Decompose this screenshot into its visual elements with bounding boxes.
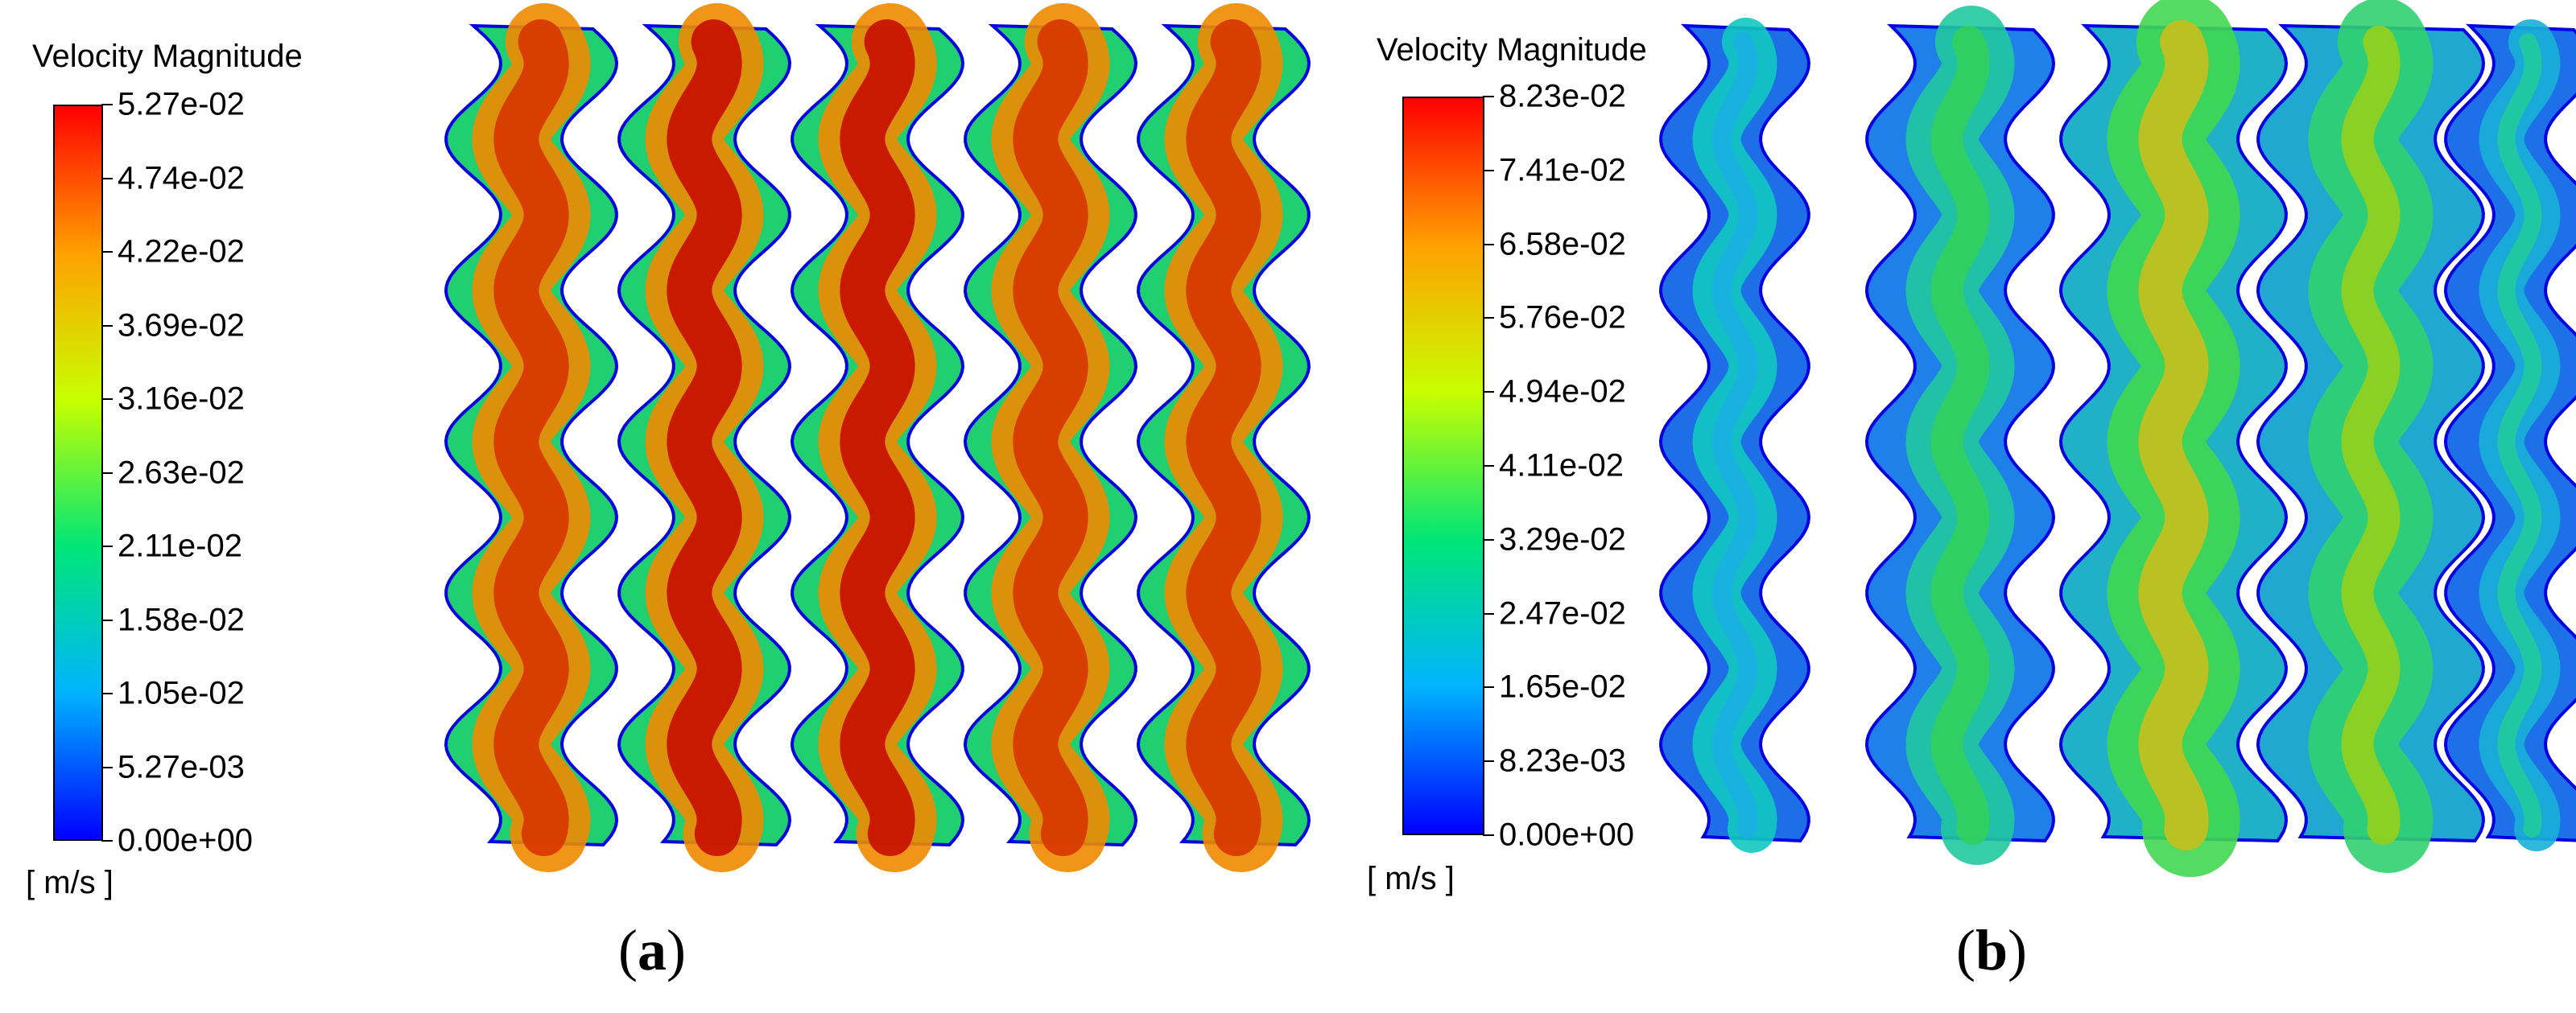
colorbar-tick-mark [1483,760,1494,763]
colorbar-tick-mark [1483,169,1494,171]
channel-a-4 [963,3,1138,872]
channel-b-4-core [2341,26,2401,845]
colorbar-tick-mark [101,840,113,842]
colorbar-tick-label: 4.11e-02 [1499,447,1624,484]
colorbar-a [53,105,103,841]
channel-b-4 [2256,0,2486,873]
colorbar-tick-label: 2.11e-02 [118,528,242,564]
channel-a-1 [444,3,619,872]
colorbar-tick-mark [1483,96,1494,97]
channel-b-1-core [1711,32,1758,838]
caption-a: (a) [618,918,686,982]
colorbar-a-unit: [ m/s ] [26,865,114,900]
caption-b: (b) [1956,918,2028,982]
colorbar-tick-mark [101,693,113,694]
colorbar-tick-mark [101,398,113,400]
colorbar-tick-label: 3.29e-02 [1499,521,1626,558]
colorbar-tick-label: 7.41e-02 [1499,152,1626,188]
colorbar-tick-label: 8.23e-03 [1499,743,1626,779]
colorbar-b [1402,97,1484,835]
colorbar-tick-label: 2.63e-02 [118,455,245,490]
colorbar-tick-mark [101,619,113,621]
channel-b-2-core [1930,26,1990,845]
colorbar-tick-mark [1483,686,1494,689]
channel-a-2-core [667,19,742,856]
colorbar-tick-label: 5.27e-02 [118,86,245,122]
colorbar-tick-mark [101,546,113,547]
channel-b-1 [1658,18,1811,853]
velocity-field-b [1658,0,2576,877]
channel-b-5-core [2497,33,2542,838]
colorbar-tick-label: 1.65e-02 [1499,669,1626,705]
colorbar-b-unit: [ m/s ] [1367,861,1455,896]
colorbar-tick-mark [1483,834,1494,836]
channel-b-3-core [2138,20,2209,850]
colorbar-b-title: Velocity Magnitude [1377,32,1647,68]
colorbar-tick-mark [101,471,113,474]
channel-a-5-core [1186,19,1261,856]
colorbar-tick-mark [101,251,113,253]
panel-b: Velocity Magnitude 8.23e-02 7.41e-02 6.58e… [1288,0,2576,1013]
velocity-field-a [444,3,1311,872]
channel-a-4-core [1013,19,1088,856]
colorbar-tick-mark [1483,538,1494,541]
colorbar-tick-label: 0.00e+00 [1499,817,1634,853]
channel-a-2 [617,3,792,872]
channel-b-3 [2058,0,2289,877]
colorbar-tick-label: 4.94e-02 [1499,373,1626,410]
colorbar-tick-mark [101,104,113,105]
colorbar-tick-label: 4.22e-02 [118,233,245,270]
colorbar-tick-label: 2.47e-02 [1499,595,1626,632]
colorbar-tick-label: 3.16e-02 [118,381,245,417]
colorbar-tick-label: 3.69e-02 [118,307,245,343]
colorbar-tick-label: 0.00e+00 [118,822,253,859]
colorbar-tick-mark [101,177,113,179]
colorbar-tick-mark [1483,243,1494,245]
colorbar-tick-label: 1.05e-02 [118,675,245,711]
channel-a-5 [1136,3,1311,872]
colorbar-tick-mark [101,324,113,327]
colorbar-tick-label: 5.76e-02 [1499,299,1626,336]
colorbar-tick-mark [1483,465,1494,467]
colorbar-tick-mark [1483,391,1494,393]
panel-a: Velocity Magnitude 5.27e-02 4.74e-02 4.22e… [26,3,1311,982]
colorbar-tick-mark [1483,612,1494,615]
colorbar-tick-mark [101,766,113,768]
colorbar-tick-label: 5.27e-03 [118,749,245,784]
channel-a-1-core [493,19,569,856]
colorbar-tick-label: 8.23e-02 [1499,78,1626,114]
channel-a-3-core [840,19,915,856]
channel-b-2 [1864,6,2056,865]
colorbar-tick-label: 6.58e-02 [1499,226,1626,262]
channel-b-5 [2443,19,2576,851]
colorbar-a-title: Velocity Magnitude [32,39,303,74]
colorbar-tick-label: 1.58e-02 [118,602,245,637]
colorbar-tick-label: 4.74e-02 [118,160,245,196]
colorbar-tick-mark [1483,317,1494,319]
channel-a-3 [790,3,965,872]
